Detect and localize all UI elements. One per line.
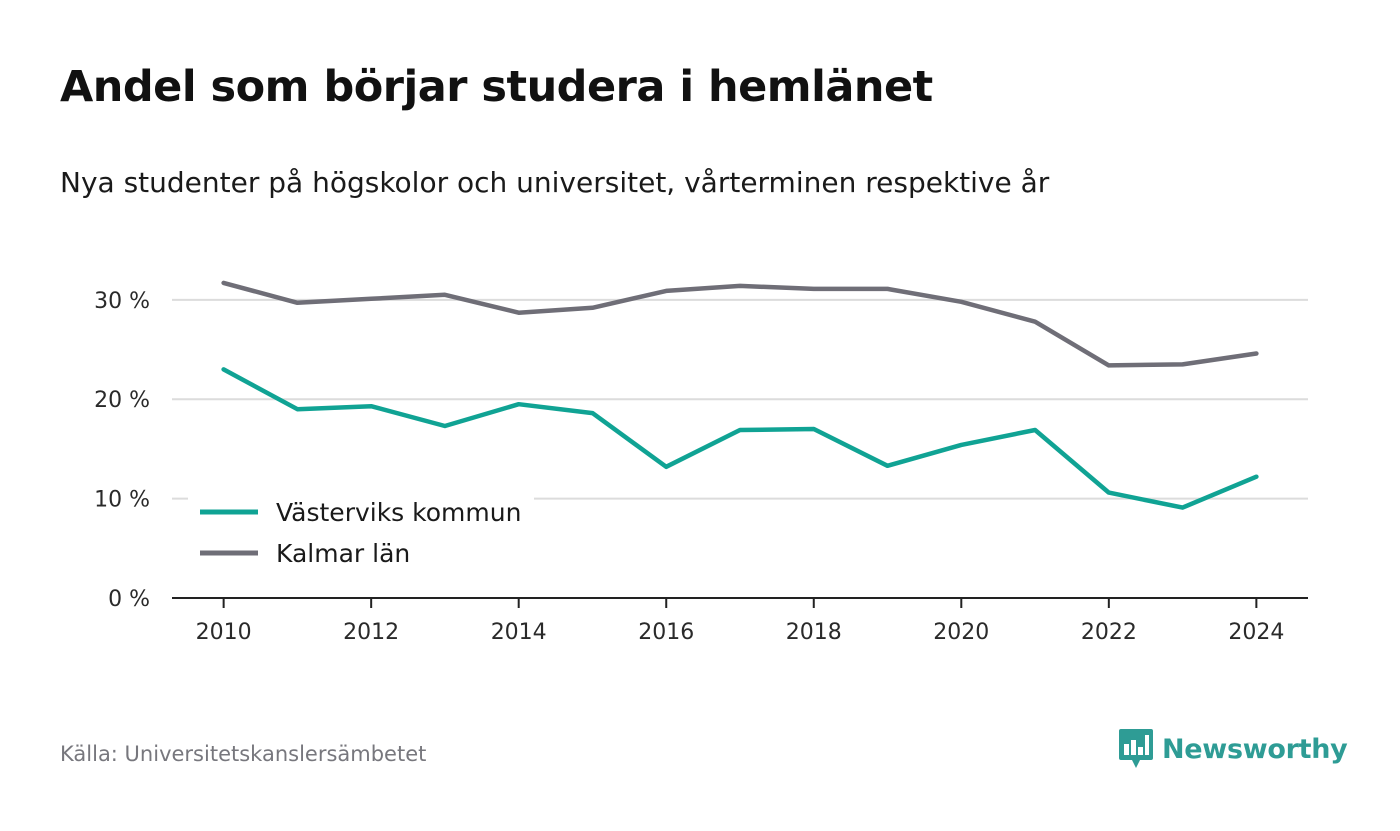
source-note: Källa: Universitetskanslersämbetet (60, 742, 427, 766)
series-line-vastervik (221, 367, 1259, 510)
legend-label: Kalmar län (276, 539, 410, 568)
legend-box (188, 494, 534, 580)
brand-logo[interactable]: Newsworthy (1118, 728, 1348, 770)
y-tick-label: 20 % (94, 388, 150, 413)
x-tick-label: 2016 (638, 620, 694, 645)
y-tick-label: 30 % (94, 289, 150, 314)
x-tick-label: 2010 (196, 620, 252, 645)
chart-subtitle: Nya studenter på högskolor och universit… (60, 166, 1050, 199)
x-tick-label: 2014 (491, 620, 547, 645)
brand-name: Newsworthy (1162, 733, 1348, 765)
x-tick-label: 2022 (1081, 620, 1137, 645)
newsworthy-logo-icon (1119, 729, 1153, 768)
chart-title: Andel som börjar studera i hemlänet (60, 62, 933, 112)
x-tick-label: 2012 (343, 620, 399, 645)
legend-label: Västerviks kommun (276, 498, 521, 527)
y-tick-label: 0 % (108, 587, 150, 612)
series-line-kalmar (221, 280, 1259, 368)
x-tick-label: 2018 (786, 620, 842, 645)
x-tick-label: 2020 (933, 620, 989, 645)
y-tick-label: 10 % (94, 488, 150, 513)
x-tick-label: 2024 (1228, 620, 1284, 645)
